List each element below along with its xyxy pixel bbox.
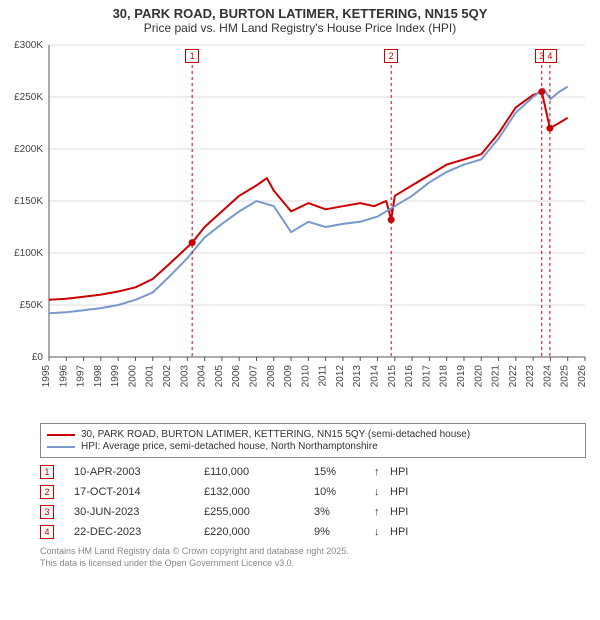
row-hpi-label: HPI <box>390 466 430 478</box>
svg-text:2002: 2002 <box>162 365 173 388</box>
footer-line: Contains HM Land Registry data © Crown c… <box>40 546 586 558</box>
row-price: £220,000 <box>204 526 314 538</box>
svg-text:2012: 2012 <box>335 365 346 388</box>
legend-item: 30, PARK ROAD, BURTON LATIMER, KETTERING… <box>47 429 579 440</box>
svg-text:£100K: £100K <box>14 248 43 259</box>
footer: Contains HM Land Registry data © Crown c… <box>40 546 586 569</box>
svg-text:2013: 2013 <box>352 365 363 388</box>
title-subtitle: Price paid vs. HM Land Registry's House … <box>10 21 590 35</box>
svg-text:2003: 2003 <box>179 365 190 388</box>
row-marker: 4 <box>40 525 54 539</box>
row-pct: 10% <box>314 486 374 498</box>
legend-item: HPI: Average price, semi-detached house,… <box>47 441 579 452</box>
table-row: 1 10-APR-2003£110,00015%↑HPI <box>40 462 586 482</box>
table-row: 2 17-OCT-2014£132,00010%↓HPI <box>40 482 586 502</box>
svg-text:1995: 1995 <box>41 365 52 388</box>
row-pct: 15% <box>314 466 374 478</box>
row-price: £132,000 <box>204 486 314 498</box>
svg-text:1999: 1999 <box>110 365 121 388</box>
svg-text:1998: 1998 <box>93 365 104 388</box>
table-row: 3 30-JUN-2023£255,0003%↑HPI <box>40 502 586 522</box>
row-marker: 2 <box>40 485 54 499</box>
legend: 30, PARK ROAD, BURTON LATIMER, KETTERING… <box>40 423 586 458</box>
row-date: 30-JUN-2023 <box>74 506 204 518</box>
sales-table: 110-APR-2003£110,00015%↑HPI217-OCT-2014£… <box>40 462 586 542</box>
legend-label: HPI: Average price, semi-detached house,… <box>81 441 378 452</box>
svg-text:2019: 2019 <box>456 365 467 388</box>
legend-swatch <box>47 446 75 448</box>
row-pct: 3% <box>314 506 374 518</box>
svg-text:£0: £0 <box>32 352 44 363</box>
svg-text:£250K: £250K <box>14 92 43 103</box>
row-price: £110,000 <box>204 466 314 478</box>
arrow-icon: ↓ <box>374 486 390 498</box>
chart-svg: £0 £50K £100K £150K £200K £250K £300K 1995 1996 1… <box>5 37 595 417</box>
arrow-icon: ↓ <box>374 526 390 538</box>
svg-text:2011: 2011 <box>318 365 329 387</box>
svg-text:2023: 2023 <box>525 365 536 388</box>
row-marker: 1 <box>40 465 54 479</box>
svg-text:2016: 2016 <box>404 365 415 388</box>
row-marker: 3 <box>40 505 54 519</box>
legend-label: 30, PARK ROAD, BURTON LATIMER, KETTERING… <box>81 429 470 440</box>
svg-text:£50K: £50K <box>20 300 44 311</box>
svg-text:2010: 2010 <box>300 365 311 388</box>
svg-text:2006: 2006 <box>231 365 242 388</box>
svg-text:2008: 2008 <box>266 365 277 388</box>
svg-text:2015: 2015 <box>387 365 398 388</box>
svg-text:2007: 2007 <box>248 365 259 388</box>
table-row: 4 22-DEC-2023£220,0009%↓HPI <box>40 522 586 542</box>
svg-text:2009: 2009 <box>283 365 294 388</box>
svg-text:£300K: £300K <box>14 40 43 51</box>
sale-marker: 2 <box>384 49 398 63</box>
row-date: 10-APR-2003 <box>74 466 204 478</box>
row-hpi-label: HPI <box>390 486 430 498</box>
chart: £0 £50K £100K £150K £200K £250K £300K 1995 1996 1… <box>5 37 595 417</box>
row-date: 22-DEC-2023 <box>74 526 204 538</box>
svg-text:2021: 2021 <box>491 365 502 388</box>
row-hpi-label: HPI <box>390 526 430 538</box>
svg-text:2017: 2017 <box>421 365 432 388</box>
svg-text:2014: 2014 <box>370 365 381 388</box>
svg-text:2001: 2001 <box>145 365 156 388</box>
title-address: 30, PARK ROAD, BURTON LATIMER, KETTERING… <box>10 6 590 21</box>
arrow-icon: ↑ <box>374 466 390 478</box>
row-price: £255,000 <box>204 506 314 518</box>
sale-marker: 4 <box>543 49 557 63</box>
svg-text:£200K: £200K <box>14 144 43 155</box>
svg-text:2018: 2018 <box>439 365 450 388</box>
svg-text:2000: 2000 <box>127 365 138 388</box>
footer-line: This data is licensed under the Open Gov… <box>40 558 586 570</box>
svg-text:1997: 1997 <box>76 365 87 388</box>
svg-text:2020: 2020 <box>473 365 484 388</box>
svg-text:2025: 2025 <box>560 365 571 388</box>
svg-text:2005: 2005 <box>214 365 225 388</box>
svg-text:2022: 2022 <box>508 365 519 388</box>
title-block: 30, PARK ROAD, BURTON LATIMER, KETTERING… <box>0 0 600 37</box>
row-hpi-label: HPI <box>390 506 430 518</box>
legend-swatch <box>47 434 75 436</box>
svg-text:2004: 2004 <box>197 365 208 388</box>
svg-text:2026: 2026 <box>577 365 588 388</box>
svg-text:£150K: £150K <box>14 196 43 207</box>
svg-text:1996: 1996 <box>58 365 69 388</box>
sale-marker: 1 <box>185 49 199 63</box>
page: 30, PARK ROAD, BURTON LATIMER, KETTERING… <box>0 0 600 620</box>
arrow-icon: ↑ <box>374 506 390 518</box>
svg-text:2024: 2024 <box>542 365 553 388</box>
row-pct: 9% <box>314 526 374 538</box>
row-date: 17-OCT-2014 <box>74 486 204 498</box>
